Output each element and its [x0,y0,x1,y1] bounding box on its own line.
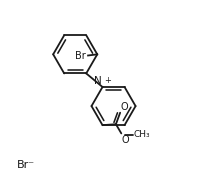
Text: N: N [94,76,102,86]
Text: Br: Br [75,51,86,61]
Text: O: O [122,135,129,145]
Text: Br⁻: Br⁻ [17,161,35,170]
Text: CH₃: CH₃ [134,130,150,139]
Text: +: + [104,76,111,85]
Text: O: O [121,102,129,112]
